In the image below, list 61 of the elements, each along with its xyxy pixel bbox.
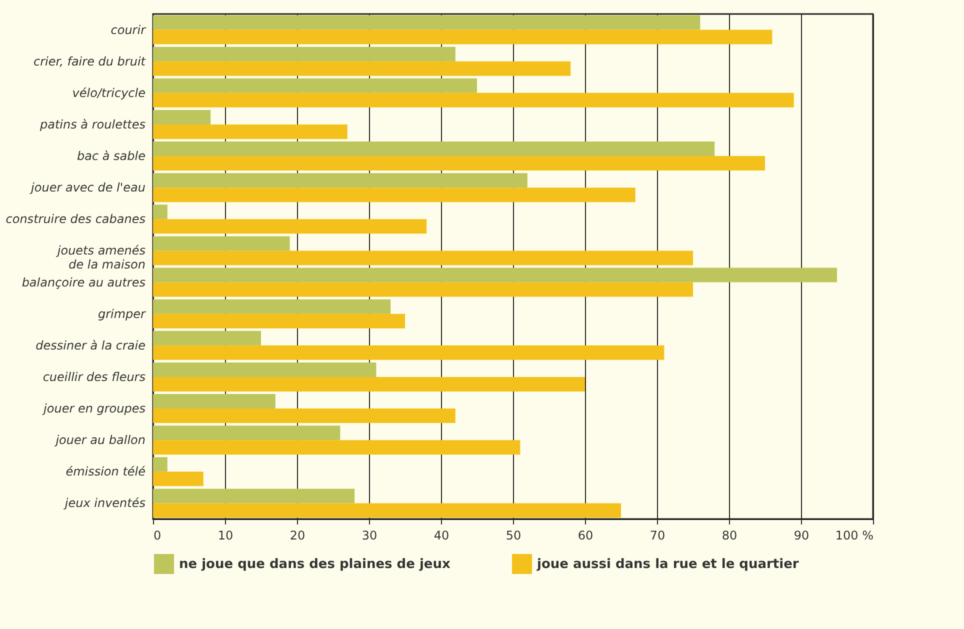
x-tick-label: 60 [578, 528, 594, 542]
legend-label: ne joue que dans des plaines de jeux [179, 557, 451, 572]
bar [153, 92, 794, 108]
bar [153, 142, 715, 156]
x-tick-label: 50 [506, 528, 522, 542]
bar [153, 15, 700, 30]
bar [153, 394, 276, 409]
bar [153, 345, 664, 360]
bar [153, 156, 765, 171]
x-tick-label: 100 % [835, 528, 874, 542]
bar [153, 124, 348, 139]
y-tick-label: construire des cabanes [6, 212, 146, 226]
bar [153, 376, 585, 392]
bar [153, 250, 693, 266]
bar [153, 61, 571, 76]
bar [153, 110, 211, 124]
bar [153, 204, 168, 220]
bar [153, 488, 355, 504]
x-tick-label: 10 [218, 528, 234, 542]
legend-label: joue aussi dans la rue et le quartier [536, 557, 800, 572]
x-tick-label: 40 [434, 528, 450, 542]
y-tick-label: émission télé [66, 464, 146, 479]
x-tick-label: 0 [154, 528, 162, 542]
bar [153, 219, 427, 234]
y-tick-label: jouer en groupes [42, 402, 146, 416]
x-tick-label: 30 [362, 528, 378, 542]
bar [153, 426, 340, 440]
y-tick-label: dessiner à la craie [36, 338, 146, 352]
x-tick-label: 80 [722, 528, 738, 542]
bar [153, 472, 204, 486]
y-tick-label: jouer avec de l'eau [29, 180, 146, 195]
y-tick-label: crier, faire du bruit [34, 54, 147, 68]
bar [153, 268, 837, 282]
bar [153, 408, 456, 424]
y-tick-label: jeux inventés [62, 496, 146, 510]
bar [153, 314, 405, 328]
bar [153, 46, 456, 62]
bar [153, 188, 636, 202]
x-tick-label: 70 [650, 528, 666, 542]
bar [153, 173, 528, 188]
x-tick-label: 90 [794, 528, 810, 542]
x-tick-label: 20 [290, 528, 306, 542]
y-tick-label: jouets amenés de la maison [55, 244, 146, 272]
y-tick-label: cueillir des fleurs [42, 370, 146, 384]
y-tick-label: patins à roulettes [39, 117, 146, 132]
y-tick-label: balançoire au autres [22, 275, 146, 290]
y-tick-label: courir [110, 22, 147, 37]
y-tick-label: grimper [98, 306, 147, 321]
bar [153, 30, 772, 44]
y-tick-label: jouer au ballon [54, 433, 146, 448]
y-tick-label: vélo/tricycle [72, 86, 146, 100]
bar [153, 440, 520, 455]
y-tick-label: bac à sable [77, 149, 146, 164]
bar [153, 330, 261, 346]
bar [153, 457, 168, 472]
bar [153, 78, 477, 93]
bar [153, 236, 290, 251]
bar [153, 503, 621, 518]
bar [153, 282, 693, 297]
bar [153, 362, 376, 377]
bar [153, 299, 391, 314]
